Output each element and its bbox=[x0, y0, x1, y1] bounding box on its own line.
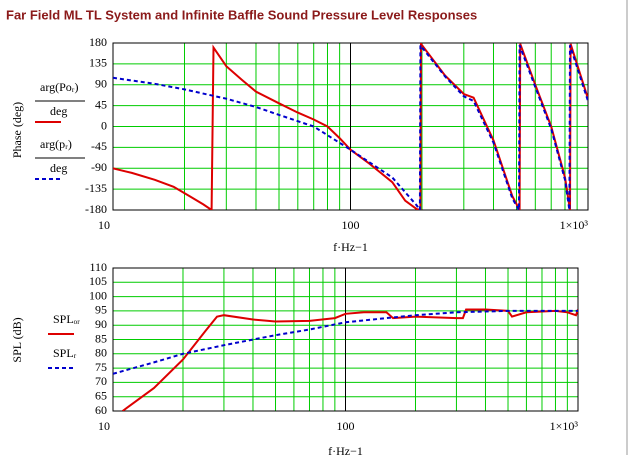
plot-frame bbox=[112, 42, 589, 211]
y-axis-label: Phase (deg) bbox=[10, 102, 24, 158]
y-tick-label: -135 bbox=[85, 181, 107, 195]
series-group bbox=[113, 308, 578, 411]
y-tick-label: 65 bbox=[95, 388, 107, 402]
legend-label: arg(pᵣ) bbox=[40, 137, 72, 151]
series-line bbox=[113, 43, 588, 210]
y-tick-label: 105 bbox=[89, 274, 107, 288]
y-tick-label: 85 bbox=[95, 331, 107, 345]
series-line bbox=[113, 309, 578, 375]
legend-label: SPLᵣ bbox=[53, 346, 77, 360]
page-title: Far Field ML TL System and Infinite Baff… bbox=[6, 7, 477, 22]
x-tick-label: 100 bbox=[337, 419, 355, 433]
series-group bbox=[113, 43, 588, 210]
x-axis-label: f·Hz−1 bbox=[328, 444, 363, 455]
y-tick-label: 45 bbox=[95, 97, 107, 111]
legend-label: arg(Poᵣ) bbox=[40, 80, 79, 94]
y-tick-label: -180 bbox=[85, 202, 107, 216]
y-tick-label: 90 bbox=[95, 77, 107, 91]
y-tick-label: -45 bbox=[91, 139, 107, 153]
y-tick-label: 100 bbox=[89, 288, 107, 302]
y-tick-label: 75 bbox=[95, 360, 107, 374]
x-tick-label: 100 bbox=[342, 218, 360, 232]
y-tick-label: 135 bbox=[89, 56, 107, 70]
x-axis-label: f·Hz−1 bbox=[333, 240, 368, 254]
legend-denominator: deg bbox=[50, 161, 67, 175]
x-tick-label: 1×10³ bbox=[550, 419, 579, 433]
y-tick-label: 80 bbox=[95, 346, 107, 360]
y-tick-label: 95 bbox=[95, 303, 107, 317]
series-line bbox=[122, 308, 578, 411]
legend-denominator: deg bbox=[50, 104, 67, 118]
y-tick-label: 180 bbox=[89, 35, 107, 49]
legend-label: SPLₒᵣ bbox=[53, 312, 80, 326]
y-tick-label: 110 bbox=[89, 260, 107, 274]
y-tick-label: 60 bbox=[95, 403, 107, 417]
y-tick-label: 70 bbox=[95, 374, 107, 388]
x-tick-label: 10 bbox=[98, 419, 110, 433]
y-axis-label: SPL (dB) bbox=[10, 317, 24, 362]
x-tick-label: 1×10³ bbox=[560, 218, 589, 232]
y-tick-label: 90 bbox=[95, 317, 107, 331]
y-tick-label: 0 bbox=[101, 118, 107, 132]
plot-frame bbox=[112, 267, 579, 412]
y-tick-label: -90 bbox=[91, 160, 107, 174]
x-tick-label: 10 bbox=[98, 218, 110, 232]
series-line bbox=[113, 43, 588, 210]
